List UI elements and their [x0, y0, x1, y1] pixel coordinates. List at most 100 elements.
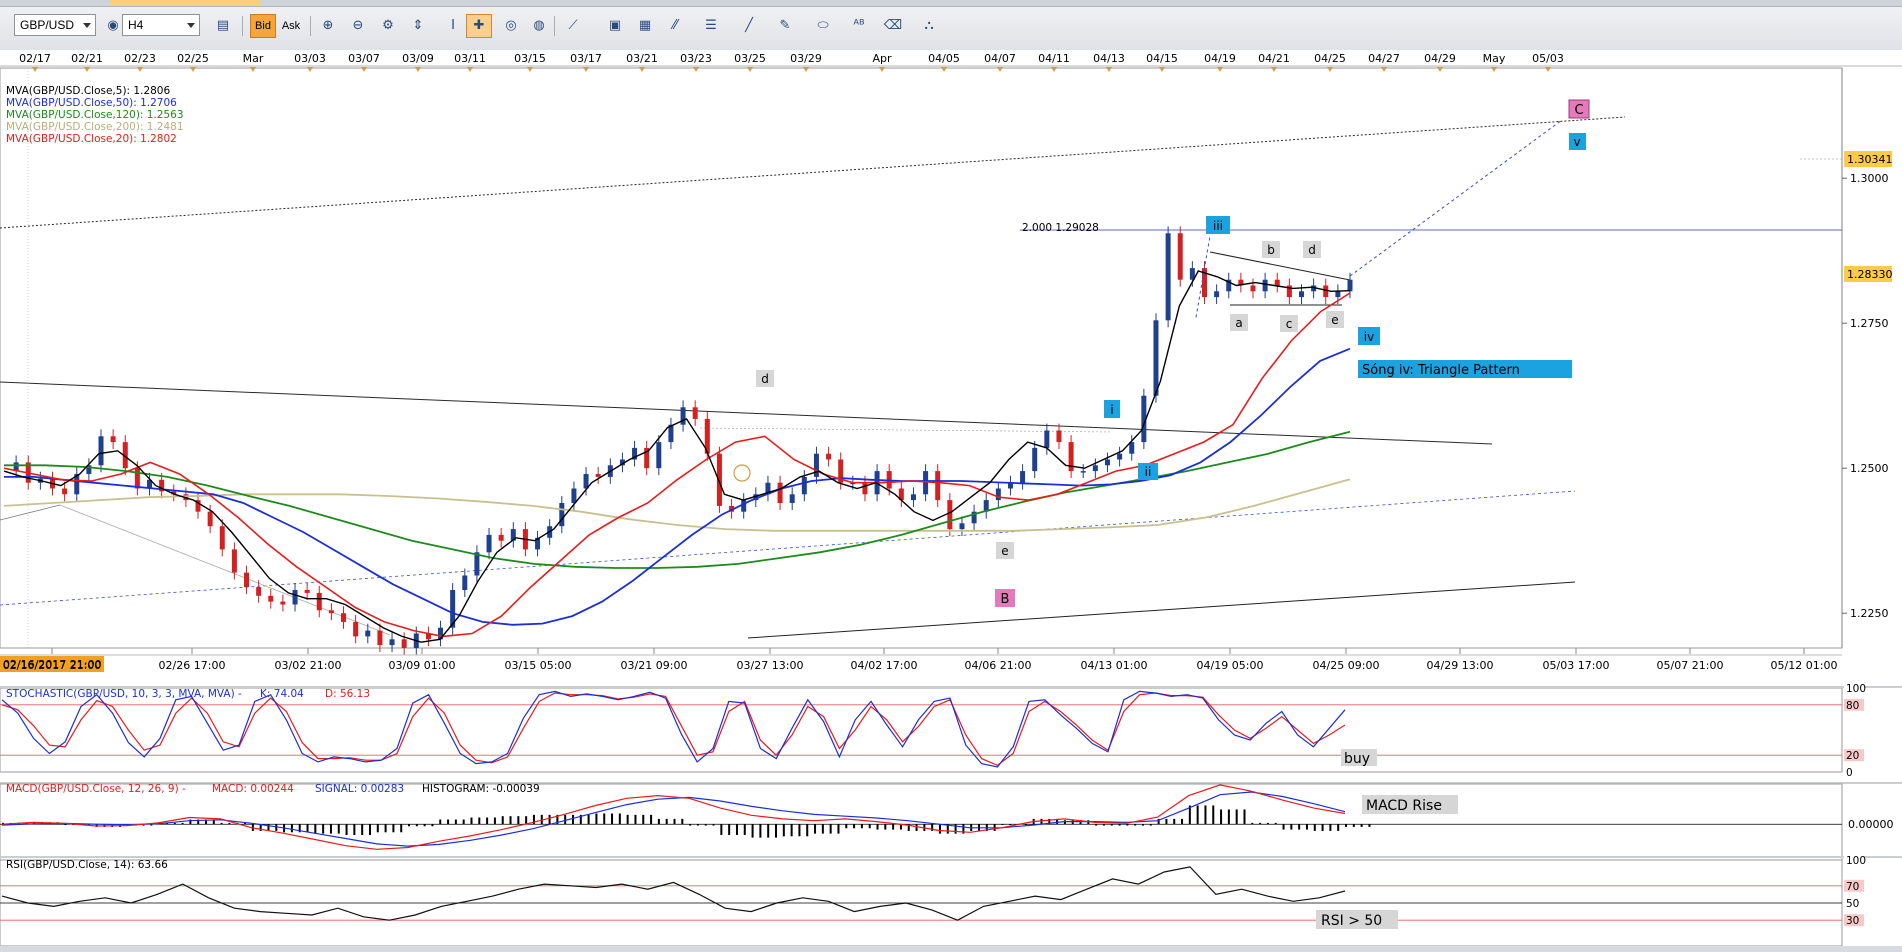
macd-histogram-bar — [1259, 822, 1262, 825]
candle-body — [280, 601, 286, 605]
svg-text:1.28330: 1.28330 — [1847, 268, 1893, 281]
candle-body — [1117, 453, 1123, 460]
candle-body — [741, 500, 747, 512]
top-tab-strip — [0, 0, 1902, 7]
price-tick-label: 1.2250 — [1850, 607, 1889, 620]
macd-histogram-bar — [1298, 824, 1301, 830]
ask-button[interactable]: Ask — [281, 20, 301, 32]
picture-icon[interactable]: ▣ — [608, 18, 622, 33]
macd-histogram-bar — [837, 824, 840, 834]
macd-histogram-bar — [376, 824, 379, 833]
candle-body — [680, 407, 686, 425]
bid-button[interactable]: Bid — [250, 14, 276, 38]
top-date-tick: 04/13 — [1093, 52, 1125, 65]
macd-histogram-bar — [228, 822, 231, 825]
text-tool-icon[interactable]: ᴬᴮ — [853, 18, 865, 33]
macd-histogram-bar — [853, 824, 856, 829]
macd-panel: MACD(GBP/USD.Close, 12, 26, 9) - MACD: 0… — [0, 782, 1902, 861]
macd-histogram-bar — [384, 824, 387, 833]
time-tick-label: 03/09 01:00 — [389, 659, 456, 672]
stochastic-title: STOCHASTIC(GBP/USD, 10, 3, 3, MVA, MVA) … — [6, 688, 242, 700]
wave-label-d: d — [1303, 241, 1321, 258]
candle-body — [959, 523, 965, 530]
eraser-icon[interactable]: ⌫ — [883, 18, 903, 33]
macd-histogram-bar — [220, 822, 223, 825]
candle-body — [595, 474, 601, 477]
rsi-title: RSI(GBP/USD.Close, 14): 63.66 — [6, 859, 168, 871]
macd-histogram-bar — [1251, 822, 1254, 825]
zoom-out-icon[interactable]: ⊖ — [352, 18, 364, 33]
ma20-legend: MVA(GBP/USD.Close,20): 1.2802 — [6, 133, 177, 145]
top-date-tick: 04/19 — [1204, 52, 1236, 65]
fib-label: 2.000 1.29028 — [1022, 222, 1099, 234]
objects-icon[interactable]: ⛬ — [924, 18, 934, 33]
macd-histogram-bar — [470, 817, 473, 825]
macd-histogram-bar — [1141, 824, 1144, 826]
candle-body — [256, 587, 262, 596]
macd-histogram-bar — [1079, 820, 1082, 825]
candle-body — [365, 630, 371, 637]
chart-area[interactable]: 02/17 02/21 02/23 02/25 Mar 03/03 03/07 03/09 03… — [0, 50, 1902, 952]
trendline-icon[interactable]: ╱ — [745, 18, 753, 33]
macd-tick-label: 0.00000 — [1848, 818, 1894, 831]
hline-icon[interactable]: ☰ — [705, 18, 717, 33]
globe-icon[interactable]: ◍ — [533, 18, 545, 33]
lines-icon[interactable]: ⁄⁄ — [672, 18, 678, 33]
magnet-icon[interactable]: ◎ — [505, 18, 517, 33]
macd-histogram-bar — [1352, 824, 1355, 827]
macd-histogram-bar — [493, 817, 496, 825]
macd-histogram-bar — [751, 824, 754, 838]
pen-icon[interactable]: ✎ — [779, 18, 791, 33]
cursor-icon[interactable]: Ⅰ — [451, 18, 455, 33]
zoom-in-icon[interactable]: ⊕ — [322, 18, 334, 33]
rsi-tick-bg — [1844, 897, 1864, 909]
ellipse-icon[interactable]: ⬭ — [817, 18, 829, 33]
symbol-select[interactable]: GBP/USD — [14, 14, 96, 36]
candle-body — [983, 500, 989, 512]
bottom-scrollbar[interactable] — [0, 946, 1902, 952]
price-tag-current: 1.28330 — [1844, 266, 1893, 282]
macd-histogram-bar — [798, 824, 801, 837]
rsi-tick-label: 70 — [1846, 881, 1859, 893]
hide-icon[interactable]: ◉ — [107, 18, 119, 33]
macd-histogram-bar — [603, 813, 606, 825]
template-icon[interactable]: ▦ — [638, 18, 652, 33]
macd-histogram-bar — [1071, 820, 1074, 825]
date-tag — [0, 656, 104, 672]
candle-body — [159, 479, 165, 492]
macd-histogram-bar — [1134, 824, 1137, 826]
macd-histogram-bar — [345, 824, 348, 835]
candle-body — [1335, 291, 1341, 298]
indicator-icon[interactable]: ⚙ — [382, 18, 394, 33]
macd-histogram-bar — [1009, 824, 1012, 826]
wave-labels: C v iii b d a c e iv d i ii e B Sóng iv:… — [756, 99, 1590, 607]
macd-histogram-bar — [657, 818, 660, 825]
crosshair-icon[interactable]: ✚ — [466, 14, 492, 38]
price-axis: 1.2250 1.2500 1.2750 1.3000 — [1842, 172, 1889, 620]
macd-histogram-bar — [868, 824, 871, 829]
timeframe-select[interactable]: H4 — [122, 14, 200, 36]
candle-body — [619, 459, 625, 466]
macd-histogram-bar — [517, 816, 520, 825]
macd-histogram-bar — [735, 824, 738, 835]
ma-legend: MVA(GBP/USD.Close,5): 1.2806 MVA(GBP/USD… — [6, 85, 184, 145]
candle-body — [462, 575, 468, 590]
wave-label-a: a — [1230, 314, 1248, 331]
ruler-icon[interactable]: ⟋ — [568, 18, 578, 33]
candle-body — [498, 534, 504, 541]
stochastic-tick-label: 100 — [1846, 683, 1866, 695]
candle-body — [219, 526, 225, 550]
macd-histogram-bar — [1368, 824, 1371, 827]
candle-body — [74, 474, 80, 495]
macd-signal-label: SIGNAL: 0.00283 — [315, 783, 404, 795]
rsi-tick-label: 30 — [1846, 915, 1859, 927]
candle-body — [1347, 279, 1353, 292]
macd-histogram-bar — [712, 824, 715, 826]
scale-icon[interactable]: ⇕ — [412, 18, 424, 33]
chart-type-icon[interactable]: ▤ — [216, 18, 230, 33]
stochastic-tick-bg — [1844, 698, 1864, 711]
selected-tab-marker[interactable] — [110, 0, 260, 6]
top-date-tick: 03/11 — [454, 52, 486, 65]
stochastic-tick-label: 0 — [1846, 767, 1853, 779]
candle-body — [486, 534, 492, 553]
